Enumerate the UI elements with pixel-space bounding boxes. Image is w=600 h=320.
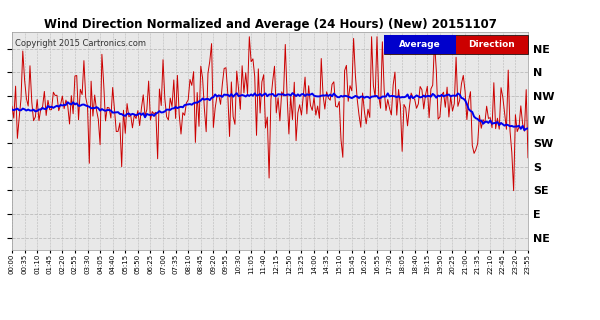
Title: Wind Direction Normalized and Average (24 Hours) (New) 20151107: Wind Direction Normalized and Average (2… [44,18,496,31]
Text: Direction: Direction [469,40,515,49]
FancyBboxPatch shape [383,35,528,54]
FancyBboxPatch shape [383,35,456,54]
Text: Average: Average [399,40,440,49]
Text: Copyright 2015 Cartronics.com: Copyright 2015 Cartronics.com [14,38,146,48]
